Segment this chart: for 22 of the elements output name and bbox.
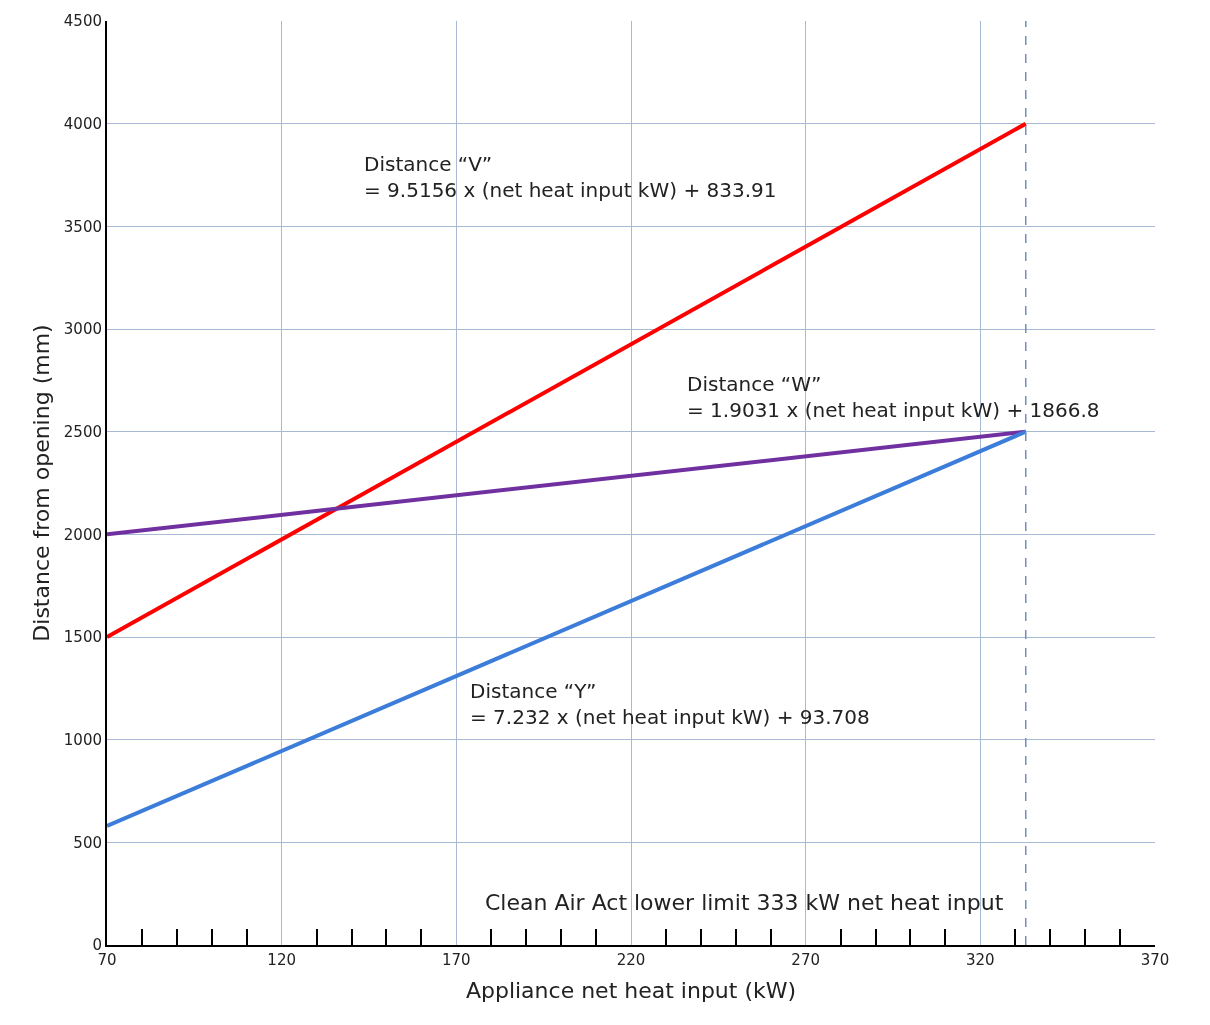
y-tick-label: 3000 xyxy=(63,320,102,339)
y-tick-label: 4500 xyxy=(63,12,102,31)
x-tick-label: 170 xyxy=(442,951,471,969)
y-tick-label: 3500 xyxy=(63,217,102,236)
annotation: Distance “W” = 1.9031 x (net heat input kW) + 1866.8 xyxy=(687,372,1100,422)
x-tick-label: 270 xyxy=(791,951,820,969)
annotation: Distance “V” = 9.5156 x (net heat input kW) + 833.91 xyxy=(364,152,777,202)
ref-line-label: Clean Air Act lower limit 333 kW net heat input xyxy=(485,890,1004,915)
y-tick-label: 2500 xyxy=(63,422,102,441)
x-tick-label: 70 xyxy=(97,951,117,969)
x-tick-label: 220 xyxy=(616,951,646,969)
annotation: Distance “Y” = 7.232 x (net heat input kW) + 93.708 xyxy=(470,679,870,729)
x-tick-label: 320 xyxy=(966,951,995,969)
y-tick-label: 500 xyxy=(73,833,102,852)
y-tick-label: 4000 xyxy=(63,114,102,133)
x-tick-label: 370 xyxy=(1140,951,1170,969)
y-tick-label: 2000 xyxy=(63,525,102,544)
y-tick-label: 1500 xyxy=(63,628,102,647)
x-axis-title: Appliance net heat input (kW) xyxy=(465,978,797,1004)
y-tick-label: 1000 xyxy=(63,730,102,749)
x-tick-label: 120 xyxy=(267,951,296,969)
y-axis-title: Distance from opening (mm) xyxy=(29,324,55,642)
